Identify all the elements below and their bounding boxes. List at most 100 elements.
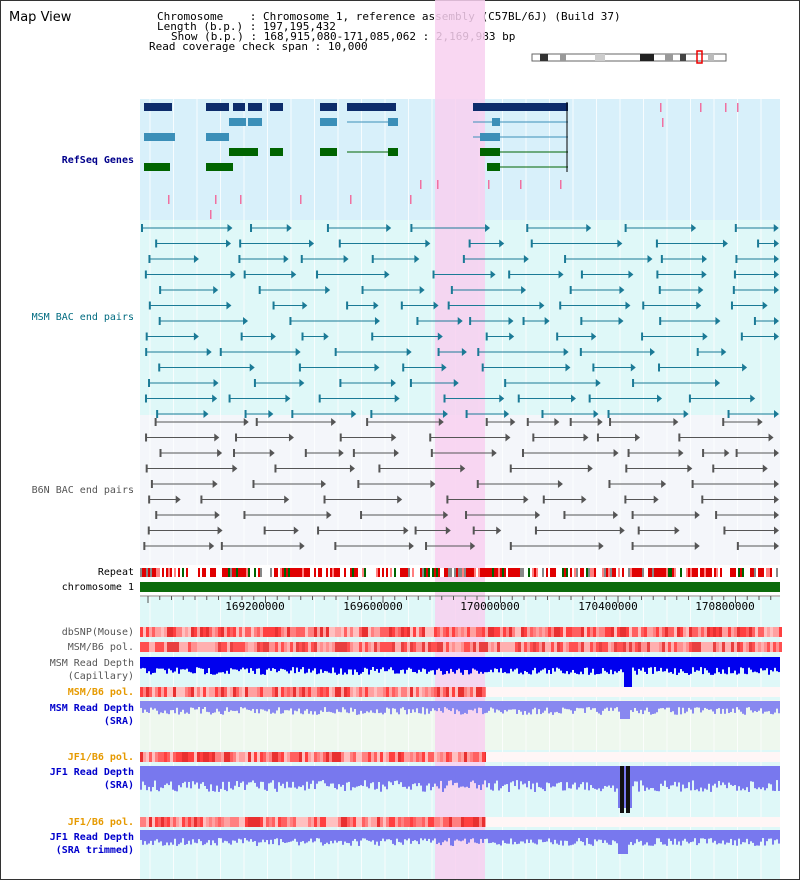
jf1-depth-bar [658,766,660,792]
msm-b6-pol-cell [440,642,443,652]
msm-depth-capillary-bar [154,657,156,673]
jf1-depth-bar [182,766,184,784]
dbsnp-cell [527,627,530,637]
jf1-depth-bar [522,766,524,785]
jf1-depth-trimmed-bar [202,830,204,846]
length-info: Length (b.p.) : 197,195,432 [157,20,336,33]
jf1-b6-pol-cell [323,752,326,762]
jf1-depth-bar [778,766,780,791]
msm-depth-capillary-bar [300,657,302,670]
track-label-msm-bac[interactable]: MSM BAC end pairs [31,312,134,323]
repeat-segment [602,568,604,577]
jf1-depth-trimmed-bar [576,830,578,842]
track-label-jf1-b6-pol-trim[interactable]: JF1/B6 pol. [67,817,134,828]
b6n-bac-pair-arrow [510,418,516,426]
track-label-refseq[interactable]: RefSeq Genes [61,155,134,166]
msm-depth-capillary-bar [632,657,634,668]
jf1-depth-trimmed-bar [378,830,380,846]
msm-depth-capillary-bar [150,657,152,675]
jf1-depth-bar [172,766,174,790]
jf1-depth-bar [550,766,552,788]
msm-depth-sra-bar [404,701,406,711]
repeat-segment [384,568,386,577]
msm-b6-pol-cell [314,642,317,652]
repeat-segment [240,568,242,577]
msm-depth-sra-bar [210,701,212,715]
repeat-segment [592,568,594,577]
msm-b6-pol-sra-cell [359,687,362,697]
jf1-depth-bar [400,766,402,783]
msm-depth-capillary-bar [266,657,268,670]
msm-depth-capillary-bar [212,657,214,675]
msm-bac-pair-end [517,394,520,403]
track-label-msm-b6-pol-sra[interactable]: MSM/B6 pol. [67,687,134,698]
b6n-bac-pair-arrow [391,433,397,442]
msm-b6-pol-cell [527,642,530,652]
msm-depth-sra-bar [334,701,336,714]
jf1-depth-trimmed-bar [446,830,448,842]
msm-depth-capillary-bar [720,657,722,674]
jf1-depth-bar [680,766,682,792]
msm-depth-capillary-bar [694,657,696,672]
jf1-depth-trimmed-bar [346,830,348,843]
dbsnp-cell [671,627,674,637]
track-label-b6n-bac[interactable]: B6N BAC end pairs [31,485,134,496]
msm-bac-pair-end [727,410,730,418]
jf1-depth-bar [424,766,426,792]
jf1-depth-bar [252,766,254,781]
msm-depth-sra-bar [734,701,736,713]
track-label-jf1-depth-trimmed[interactable]: JF1 Read Depth (SRA trimmed) [50,831,134,857]
jf1-depth-bar [248,766,250,783]
repeat-segment [568,568,570,577]
track-label-msm-depth-sra[interactable]: MSM Read Depth (SRA) [50,702,134,728]
jf1-b6-pol-empty [486,752,780,762]
msm-depth-capillary-bar [244,657,246,670]
msm-depth-sra-bar [218,701,220,712]
jf1-depth-trimmed-bar [294,830,296,839]
jf1-b6-pol-cell [467,752,470,762]
jf1-depth-bar [394,766,396,782]
msm-bac-pair-arrow [774,410,779,418]
msm-b6-pol-cell [365,642,368,652]
msm-b6-pol-sra-cell [395,687,398,697]
dbsnp-cell [524,627,527,637]
track-label-chromosome[interactable]: chromosome 1 [61,582,134,593]
jf1-b6-pol-cell [158,752,161,762]
track-label-jf1-depth[interactable]: JF1 Read Depth (SRA) [50,766,134,792]
msm-depth-capillary-bar [564,657,566,674]
dbsnp-cell [362,627,365,637]
msm-bac-pair-end [508,270,511,279]
msm-b6-pol-cell [617,642,620,652]
jf1-b6-pol-cell [191,752,194,762]
dbsnp-cell [245,627,248,637]
b6n-bac-pair-arrow [445,526,451,535]
jf1-b6-pol-cell [377,752,380,762]
track-label-msm-depth-capillary[interactable]: MSM Read Depth (Capillary) [50,657,134,683]
b6n-bac-pair-end [446,495,449,504]
msm-depth-capillary-bar [390,657,392,668]
msm-depth-capillary-bar [476,657,478,671]
track-label-repeat[interactable]: Repeat [97,567,134,578]
msm-bac-pair-arrow [193,332,199,341]
track-label-msm-b6-pol[interactable]: MSM/B6 pol. [67,642,134,653]
track-label-dbsnp[interactable]: dbSNP(Mouse) [61,627,134,638]
repeat-segment [332,568,334,577]
msm-b6-pol-cell [392,642,395,652]
dbsnp-cell [188,627,191,637]
msm-depth-capillary-bar [204,657,206,675]
msm-depth-capillary-bar [262,657,264,675]
msm-depth-sra-bar [686,701,688,712]
msm-bac-pair-arrow [343,255,349,263]
ideogram-band [540,54,548,61]
msm-b6-pol-sra-cell [380,687,383,697]
msm-b6-pol-cell [296,642,299,652]
msm-b6-pol-sra-cell [416,687,419,697]
msm-bac-pair-arrow [586,224,592,232]
msm-bac-pair-end [504,379,507,387]
jf1-b6-pol-cell [437,752,440,762]
repeat-segment [618,568,620,577]
jf1-depth-bar [162,766,164,789]
track-label-jf1-b6-pol[interactable]: JF1/B6 pol. [67,752,134,763]
jf1-depth-trimmed-bar [208,830,210,841]
